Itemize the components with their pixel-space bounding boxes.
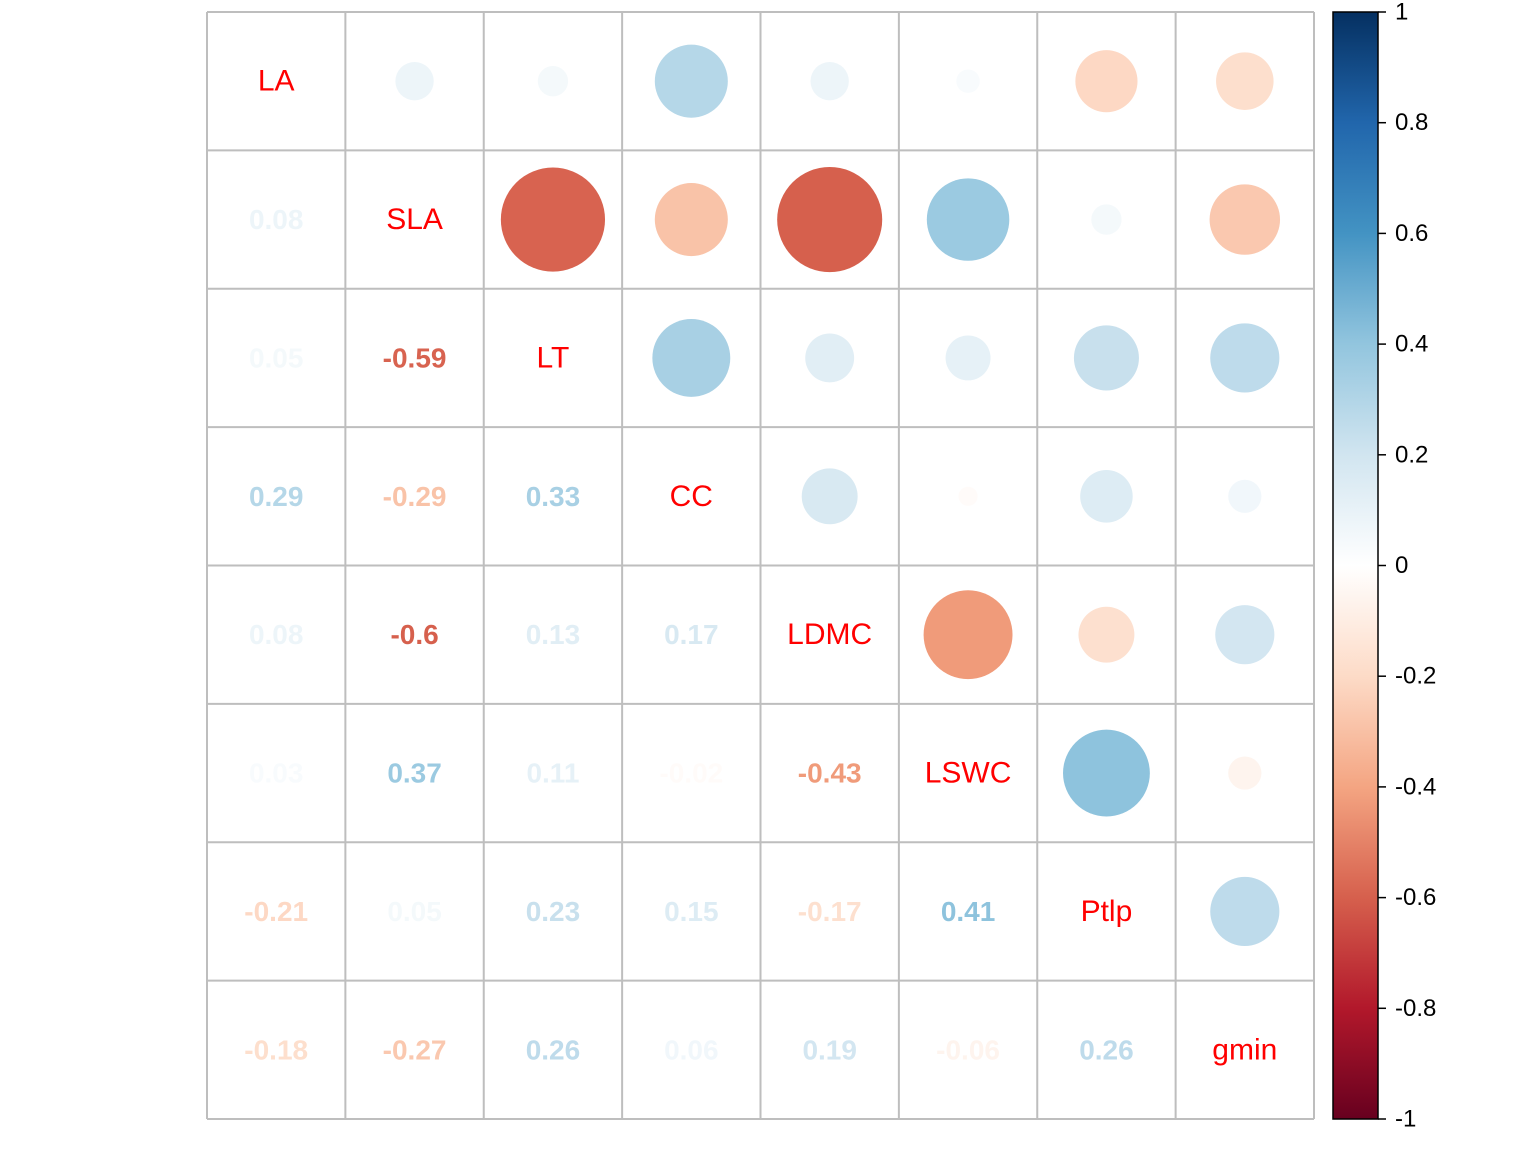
corr-circle-la-ptlp bbox=[1075, 50, 1138, 113]
corr-circle-la-lt bbox=[537, 66, 569, 97]
corr-value-cc-la: 0.29 bbox=[249, 481, 304, 512]
colorbar-tick-label: 1 bbox=[1395, 0, 1408, 26]
variable-label-ptlp: Ptlp bbox=[1081, 895, 1133, 928]
colorbar-tick-label: 0.4 bbox=[1395, 331, 1428, 358]
corr-value-lswc-ldmc: -0.43 bbox=[798, 758, 862, 789]
corr-value-sla-la: 0.08 bbox=[249, 204, 304, 235]
corr-value-ldmc-la: 0.08 bbox=[249, 619, 304, 650]
corr-value-gmin-cc: 0.06 bbox=[664, 1034, 719, 1065]
corr-circle-lt-gmin bbox=[1210, 323, 1280, 393]
matrix-grid bbox=[206, 11, 1315, 1120]
colorbar-tick-label: -0.8 bbox=[1395, 995, 1436, 1022]
colorbar-tick-label: 0.6 bbox=[1395, 220, 1428, 247]
corr-circle-ptlp-gmin bbox=[1210, 876, 1280, 947]
corr-value-cc-sla: -0.29 bbox=[383, 481, 447, 512]
corr-circle-sla-ptlp bbox=[1091, 204, 1122, 235]
corr-circle-la-gmin bbox=[1216, 52, 1274, 110]
corr-value-cc-lt: 0.33 bbox=[526, 481, 581, 512]
corr-value-lswc-la: 0.03 bbox=[249, 758, 304, 789]
variable-label-la: LA bbox=[258, 65, 295, 98]
corr-value-gmin-la: -0.18 bbox=[244, 1034, 308, 1065]
corr-value-ldmc-sla: -0.6 bbox=[390, 619, 438, 650]
corr-value-ptlp-lt: 0.23 bbox=[526, 896, 581, 927]
corr-circle-sla-gmin bbox=[1209, 184, 1281, 255]
variable-label-lt: LT bbox=[537, 341, 570, 374]
variable-label-sla: SLA bbox=[386, 203, 443, 236]
corr-value-gmin-lswc: -0.06 bbox=[936, 1034, 1000, 1065]
corr-value-gmin-ptlp: 0.26 bbox=[1079, 1034, 1134, 1065]
corr-circle-cc-lswc bbox=[958, 486, 978, 506]
corr-value-ptlp-cc: 0.15 bbox=[664, 896, 719, 927]
corr-value-gmin-lt: 0.26 bbox=[526, 1034, 581, 1065]
corr-value-ptlp-sla: 0.05 bbox=[387, 896, 442, 927]
colorbar-tick-label: -0.2 bbox=[1395, 663, 1436, 690]
corr-circle-sla-lt bbox=[500, 167, 606, 272]
matrix-cells: LA 0.08 SLA 0.05 -0.59 LT 0.29 -0.29 0.33 CC 0.08 -… bbox=[244, 44, 1281, 1066]
variable-label-gmin: gmin bbox=[1212, 1033, 1277, 1066]
corr-circle-la-ldmc bbox=[810, 62, 849, 101]
corr-value-lswc-sla: 0.37 bbox=[387, 758, 442, 789]
colorbar-gradient bbox=[1332, 11, 1379, 1120]
corr-circle-cc-ptlp bbox=[1080, 470, 1133, 523]
corr-value-lswc-lt: 0.11 bbox=[526, 758, 579, 789]
colorbar-tick-label: 0.8 bbox=[1395, 109, 1428, 136]
corr-value-ldmc-cc: 0.17 bbox=[664, 619, 719, 650]
corr-circle-cc-ldmc bbox=[801, 468, 858, 525]
corr-value-ptlp-la: -0.21 bbox=[244, 896, 308, 927]
corr-circle-ldmc-ptlp bbox=[1078, 606, 1135, 663]
corr-circle-sla-ldmc bbox=[777, 167, 883, 273]
corr-value-gmin-sla: -0.27 bbox=[383, 1034, 447, 1065]
corr-circle-la-lswc bbox=[956, 69, 980, 93]
corr-value-lt-sla: -0.59 bbox=[383, 342, 447, 373]
corr-circle-lt-cc bbox=[652, 318, 731, 397]
corr-value-ptlp-lswc: 0.41 bbox=[941, 896, 996, 927]
colorbar-tick-label: -1 bbox=[1395, 1106, 1416, 1133]
corr-value-lswc-cc: -0.02 bbox=[659, 758, 723, 789]
colorbar-tick-label: -0.4 bbox=[1395, 773, 1436, 800]
corr-circle-la-sla bbox=[395, 62, 434, 101]
corr-circle-lswc-ptlp bbox=[1063, 729, 1150, 817]
corr-value-lt-la: 0.05 bbox=[249, 342, 304, 373]
corr-circle-lt-ldmc bbox=[805, 333, 855, 383]
corr-circle-lt-ptlp bbox=[1073, 325, 1139, 391]
colorbar: 1 0.8 0.6 0.4 0.2 0 -0.2 -0.4 -0.6 -0.8 -1 bbox=[1332, 0, 1436, 1133]
variable-label-cc: CC bbox=[670, 480, 713, 513]
corr-circle-ldmc-gmin bbox=[1215, 605, 1275, 665]
corr-circle-sla-lswc bbox=[926, 178, 1010, 261]
colorbar-tick-label: 0.2 bbox=[1395, 441, 1428, 468]
corr-value-ldmc-lt: 0.13 bbox=[526, 619, 581, 650]
corr-circle-lswc-gmin bbox=[1228, 756, 1262, 790]
colorbar-tick-label: -0.6 bbox=[1395, 884, 1436, 911]
corr-value-gmin-ldmc: 0.19 bbox=[802, 1034, 857, 1065]
corr-circle-sla-cc bbox=[654, 183, 728, 257]
corr-circle-la-cc bbox=[654, 44, 728, 118]
corr-circle-ldmc-lswc bbox=[923, 590, 1013, 680]
corr-value-ptlp-ldmc: -0.17 bbox=[798, 896, 862, 927]
corr-circle-lt-lswc bbox=[945, 335, 991, 381]
corr-circle-cc-gmin bbox=[1228, 479, 1262, 513]
colorbar-tick-label: 0 bbox=[1395, 552, 1408, 579]
variable-label-ldmc: LDMC bbox=[787, 618, 872, 651]
variable-label-lswc: LSWC bbox=[925, 757, 1012, 790]
